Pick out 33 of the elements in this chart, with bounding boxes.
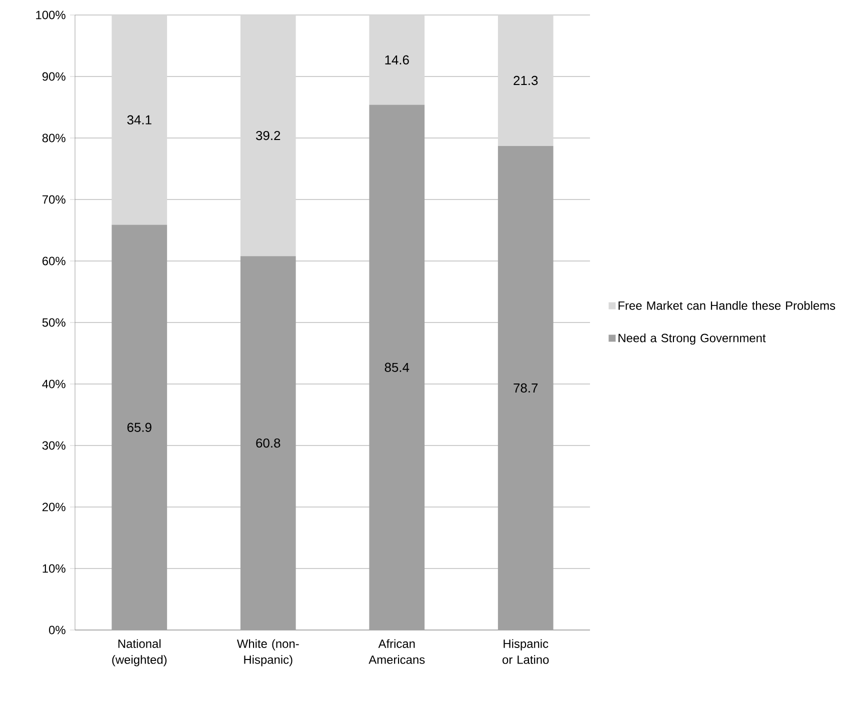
y-tick-label: 100% <box>36 10 66 20</box>
y-tick-label: 50% <box>42 318 66 327</box>
bar <box>240 256 296 630</box>
y-tick-label: 10% <box>42 564 66 573</box>
data-label: 65.9 <box>127 422 152 432</box>
x-tick-label: African Americans <box>368 639 425 664</box>
y-tick-label: 40% <box>42 380 66 388</box>
bar <box>498 14 554 146</box>
y-tick-label: 20% <box>42 502 66 512</box>
legend-label: Free Market can Handle these Problems <box>618 301 836 310</box>
data-label: 39.2 <box>256 130 280 140</box>
y-tick-label: 90% <box>42 72 66 81</box>
data-label: 60.8 <box>256 438 280 448</box>
y-tick-label: 60% <box>42 256 66 266</box>
data-label: 78.7 <box>514 383 538 393</box>
legend-label: Need a Strong Government <box>618 333 766 345</box>
bar <box>240 14 296 256</box>
data-label: 14.6 <box>385 55 409 64</box>
x-tick-label: Hispanic or Latino <box>502 639 549 664</box>
y-tick-label: 30% <box>42 441 66 450</box>
y-tick-label: 0% <box>49 626 66 634</box>
bar <box>369 14 425 105</box>
y-tick-label: 80% <box>42 134 66 142</box>
y-tick-label: 70% <box>42 195 66 204</box>
data-label: 34.1 <box>127 115 152 124</box>
bar <box>112 224 168 630</box>
x-tick-label: White (non-Hispanic) <box>236 639 299 666</box>
data-label: 85.4 <box>384 362 410 372</box>
bar <box>369 104 425 630</box>
data-label: 21.3 <box>514 76 538 86</box>
bar <box>498 146 554 630</box>
bar <box>112 14 168 225</box>
x-tick-label: National (weighted) <box>112 639 167 666</box>
